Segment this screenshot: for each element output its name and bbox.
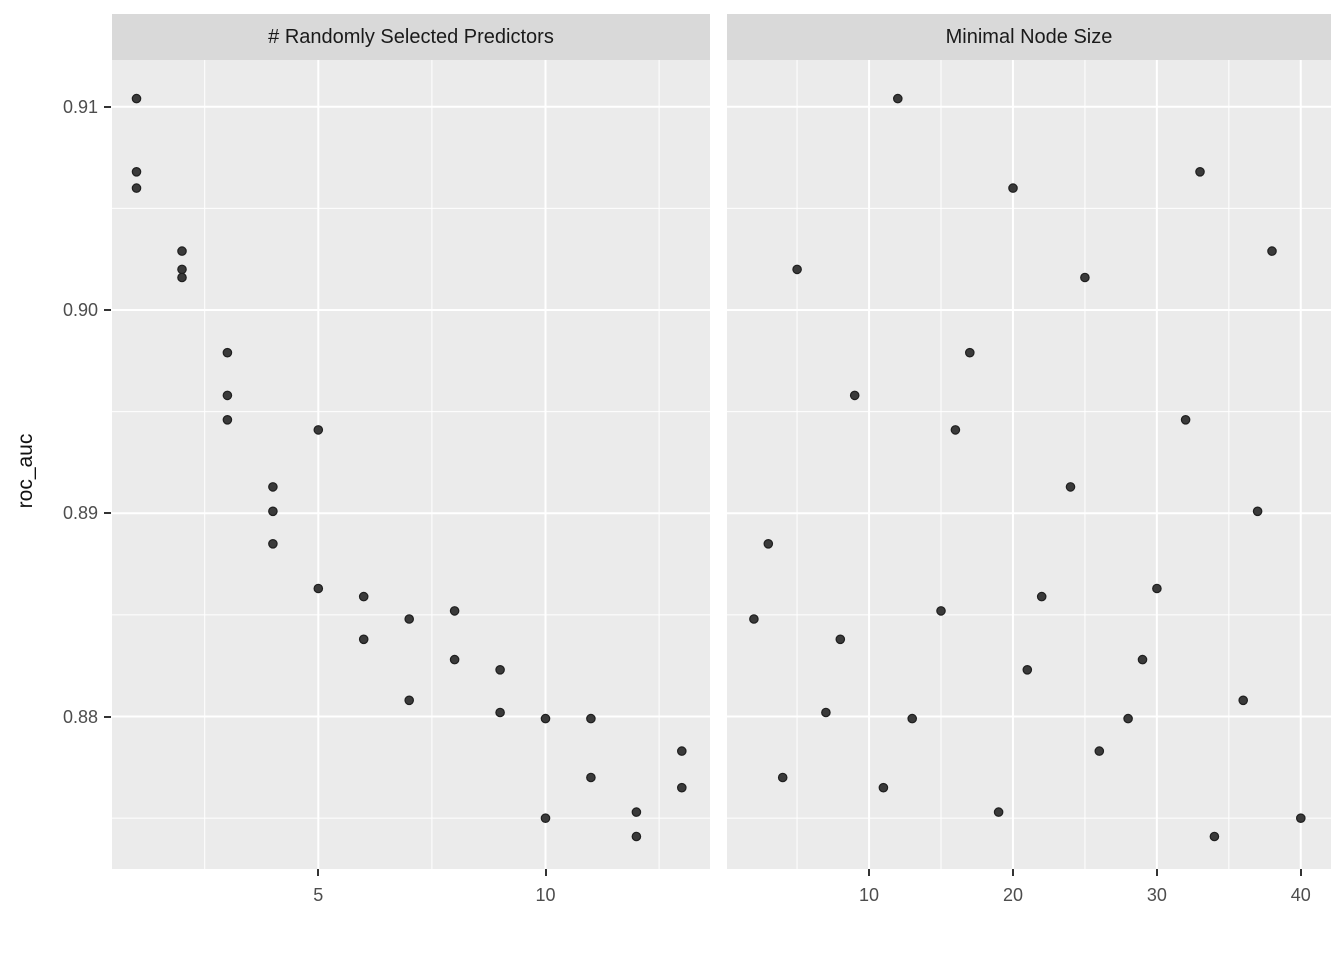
y-axis-tick — [104, 105, 111, 108]
facet-title-predictors: # Randomly Selected Predictors — [268, 25, 554, 48]
data-point — [177, 272, 187, 283]
data-point — [1036, 591, 1047, 602]
x-axis-tick-label: 10 — [859, 885, 880, 905]
data-point — [540, 813, 551, 823]
x-axis-tick — [1299, 869, 1302, 876]
data-point — [676, 782, 687, 793]
x-axis-tick-label: 20 — [1002, 885, 1023, 905]
data-point — [358, 591, 369, 602]
data-point — [449, 606, 460, 616]
y-axis-tick — [104, 715, 111, 718]
data-point — [222, 390, 233, 401]
y-axis-tick-label: 0.91 — [62, 96, 98, 117]
panel-randomly-selected-predictors — [112, 60, 710, 869]
facet-strip-node-size: Minimal Node Size — [727, 14, 1331, 60]
data-point — [1267, 246, 1277, 256]
y-axis-tick-label: 0.88 — [62, 706, 98, 727]
y-axis-title: roc_auc — [14, 433, 37, 509]
facet-strip-predictors: # Randomly Selected Predictors — [112, 14, 710, 60]
data-point — [965, 347, 975, 358]
data-point — [540, 713, 551, 724]
data-point — [631, 807, 642, 817]
data-point — [1008, 183, 1018, 193]
data-point — [495, 707, 505, 718]
data-point — [950, 425, 961, 435]
data-point — [586, 772, 596, 783]
data-point — [936, 606, 946, 616]
data-point — [313, 583, 324, 594]
data-point — [268, 482, 278, 492]
data-point — [893, 93, 903, 104]
data-point — [878, 782, 889, 793]
x-axis-tick-label: 30 — [1146, 885, 1167, 905]
x-axis-tick — [317, 869, 320, 876]
data-point — [1195, 167, 1205, 177]
data-point — [131, 183, 142, 193]
y-axis-tick-label: 0.89 — [62, 503, 98, 524]
data-point — [749, 614, 759, 624]
data-point — [1295, 813, 1306, 823]
x-axis-tick — [544, 869, 547, 876]
data-point — [821, 707, 831, 718]
data-point — [495, 664, 505, 675]
data-point — [777, 772, 788, 783]
data-point — [631, 831, 642, 842]
y-axis-tick — [104, 512, 111, 515]
data-point — [1152, 583, 1162, 594]
x-axis-tick-label: 40 — [1290, 885, 1311, 905]
data-point — [131, 93, 142, 104]
data-point — [907, 713, 917, 724]
data-point — [1094, 746, 1105, 756]
data-point — [586, 713, 596, 724]
data-point — [177, 264, 187, 275]
data-point — [268, 538, 278, 549]
data-point — [1123, 713, 1133, 724]
data-point — [993, 807, 1004, 817]
data-point — [835, 634, 846, 645]
data-point — [313, 425, 324, 435]
x-axis-tick-label: 5 — [313, 885, 324, 905]
data-point — [792, 264, 802, 275]
data-point — [449, 654, 460, 665]
data-point — [676, 746, 687, 756]
data-point — [1252, 506, 1263, 517]
x-axis-tick — [868, 869, 871, 876]
data-point — [1065, 482, 1076, 492]
y-axis-tick — [104, 309, 111, 312]
x-axis-tick — [1155, 869, 1158, 876]
data-point — [358, 634, 369, 645]
data-point — [1137, 654, 1148, 665]
x-axis-tick-label: 10 — [535, 885, 556, 905]
data-point — [222, 347, 233, 358]
facet-title-node-size: Minimal Node Size — [945, 25, 1113, 48]
data-point — [404, 614, 414, 624]
data-point — [849, 390, 860, 401]
x-axis-tick — [1011, 869, 1014, 876]
data-point — [1238, 695, 1248, 706]
data-point — [177, 246, 187, 256]
data-point — [131, 167, 142, 177]
data-point — [1209, 831, 1220, 842]
data-point — [268, 506, 278, 517]
data-point — [1022, 664, 1033, 675]
panel-minimal-node-size — [727, 60, 1331, 869]
data-point — [1080, 272, 1090, 283]
data-point — [1180, 414, 1191, 425]
data-point — [222, 414, 233, 425]
y-axis-tick-label: 0.90 — [62, 300, 98, 321]
data-point — [763, 538, 774, 549]
data-point — [404, 695, 414, 706]
